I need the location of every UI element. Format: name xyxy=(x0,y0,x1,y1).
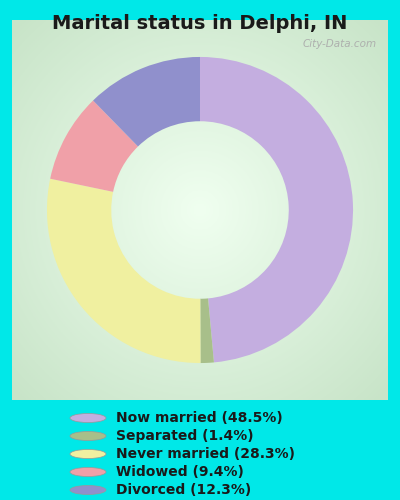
Text: Never married (28.3%): Never married (28.3%) xyxy=(116,447,295,461)
Circle shape xyxy=(70,432,106,440)
Circle shape xyxy=(70,486,106,494)
Text: Widowed (9.4%): Widowed (9.4%) xyxy=(116,465,244,479)
Text: Marital status in Delphi, IN: Marital status in Delphi, IN xyxy=(52,14,348,33)
Circle shape xyxy=(70,414,106,422)
Wedge shape xyxy=(47,178,200,363)
Text: Now married (48.5%): Now married (48.5%) xyxy=(116,411,283,425)
Wedge shape xyxy=(200,57,353,362)
Text: Separated (1.4%): Separated (1.4%) xyxy=(116,429,254,443)
Text: Divorced (12.3%): Divorced (12.3%) xyxy=(116,483,251,497)
Wedge shape xyxy=(93,57,200,146)
Wedge shape xyxy=(50,100,138,192)
Wedge shape xyxy=(200,298,214,363)
Text: City-Data.com: City-Data.com xyxy=(302,39,377,49)
Circle shape xyxy=(70,468,106,476)
Circle shape xyxy=(70,450,106,458)
